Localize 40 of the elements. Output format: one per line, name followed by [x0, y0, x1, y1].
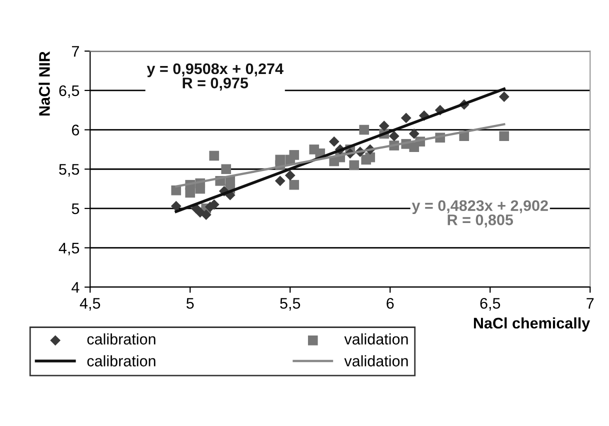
- y-tick-label: 6,5: [59, 85, 80, 98]
- legend-label: calibration: [87, 333, 156, 345]
- annotation: y = 0,4823x + 2,902 R = 0,805: [412, 200, 548, 228]
- legend-label: validation: [344, 333, 408, 345]
- y-tick-label: 5: [72, 203, 80, 214]
- point: [289, 180, 300, 190]
- x-tick-label: 4,5: [80, 298, 100, 311]
- point: [328, 136, 340, 147]
- y-tick-label: 4,5: [58, 242, 80, 256]
- legend-label: calibration: [87, 355, 156, 366]
- point: [499, 131, 510, 141]
- y-axis-title: NaCl NIR: [38, 51, 50, 116]
- point: [408, 128, 420, 139]
- y-tick-label: 7: [72, 46, 79, 57]
- x-tick-label: 6,5: [480, 298, 500, 311]
- x-tick-label: 6: [386, 298, 394, 309]
- point: [378, 120, 390, 132]
- legend-label: validation: [344, 355, 408, 366]
- y-tick-label: 4: [72, 282, 80, 293]
- point: [274, 176, 286, 186]
- point: [400, 112, 412, 124]
- point: [349, 160, 360, 170]
- point: [498, 92, 510, 102]
- point: [365, 152, 376, 162]
- point: [284, 170, 296, 181]
- point: [289, 150, 300, 160]
- x-tick-label: 5: [186, 298, 194, 309]
- point: [185, 188, 196, 198]
- point: [170, 200, 182, 212]
- point: [221, 164, 232, 174]
- y-tick-label: 6: [72, 124, 80, 136]
- x-tick-label: 7: [586, 298, 594, 309]
- point: [209, 150, 220, 161]
- x-axis-title: NaCl chemically: [474, 317, 590, 332]
- x-tick-label: 5,5: [280, 298, 300, 311]
- point: [359, 124, 370, 135]
- point: [200, 210, 212, 220]
- annotation: y = 0,9508x + 0,274 R = 0,975: [146, 63, 284, 91]
- point: [388, 130, 400, 142]
- y-tick-label: 5,5: [59, 164, 80, 177]
